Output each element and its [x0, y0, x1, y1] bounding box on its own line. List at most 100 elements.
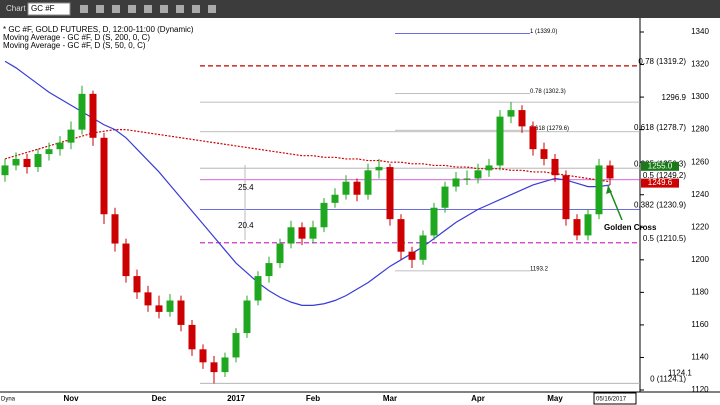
inner-fib-label: 0.618 (1279.6) — [530, 126, 569, 132]
candle-body — [155, 305, 163, 312]
candle-body — [23, 158, 31, 168]
date-box — [593, 392, 637, 405]
candle-body — [397, 219, 405, 252]
y-tick-label: 1340 — [691, 27, 709, 36]
candle-body — [485, 165, 493, 171]
candle-body — [133, 276, 141, 293]
candle-body — [573, 219, 581, 236]
x-tick-label: Dec — [152, 394, 167, 403]
candle-body — [463, 178, 471, 180]
y-tick-label: 1260 — [691, 157, 709, 166]
price-label: 1255.0 — [648, 161, 673, 170]
fib-label: 0 (1124.1) — [650, 374, 686, 383]
symbol-input[interactable] — [27, 2, 71, 16]
candle-body — [34, 154, 42, 168]
candle-body — [243, 300, 251, 334]
candle-body — [606, 165, 614, 179]
candle-body — [56, 142, 64, 150]
x-tick-label: Feb — [306, 394, 320, 403]
candle-body — [342, 181, 350, 195]
candle-body — [551, 158, 559, 176]
fib-label: 0.618 (1278.7) — [634, 123, 686, 132]
candle-body — [386, 167, 394, 220]
candle-body — [78, 93, 86, 130]
candle-body — [232, 333, 240, 358]
annotation: Golden Cross — [604, 223, 657, 232]
toolbar — [0, 0, 720, 18]
legend-entry: Moving Average - GC #F, D (S, 50, 0, C) — [3, 41, 146, 50]
candle-body — [276, 243, 284, 264]
symbol-text[interactable]: GC #F — [31, 4, 55, 13]
annotation: 25.4 — [238, 183, 254, 192]
candle-body — [100, 137, 108, 215]
fib-label: 0.5 (1249.2) — [643, 171, 686, 180]
candle-body — [419, 235, 427, 260]
candle-body — [188, 324, 196, 350]
candle-body — [111, 214, 119, 244]
x-tick-label: Apr — [471, 394, 485, 403]
candle-body — [67, 129, 75, 143]
price-box — [641, 178, 679, 188]
candle-body — [441, 186, 449, 208]
candle-body — [331, 194, 339, 203]
candle-body — [375, 167, 383, 171]
candle-body — [254, 276, 262, 301]
fib-label: 1296.9 — [662, 93, 687, 102]
candle-body — [452, 178, 460, 187]
toolbar-icons — [80, 5, 216, 13]
candle-body — [320, 202, 328, 228]
candle-body — [507, 110, 515, 117]
fib-label: 0.382 (1230.9) — [634, 201, 686, 210]
inner-fib-label: 0.78 (1302.3) — [530, 89, 566, 95]
candle-body — [518, 110, 526, 127]
y-tick-label: 1240 — [691, 190, 709, 199]
footer-left: Dyna — [1, 397, 16, 403]
candle-body — [12, 158, 20, 166]
candle-body — [562, 175, 570, 220]
candle-body — [529, 126, 537, 150]
y-tick-label: 1180 — [691, 287, 709, 296]
candle-body — [122, 243, 130, 277]
candle-body — [89, 93, 97, 138]
candle-body — [496, 116, 504, 166]
y-tick-label: 1160 — [691, 320, 709, 329]
candle-body — [177, 300, 185, 325]
chart-title: * GC #F, GOLD FUTURES, D, 12:00-11:00 (D… — [3, 25, 194, 34]
y-tick-label: 1220 — [691, 222, 709, 231]
x-tick-label: Nov — [63, 394, 79, 403]
y-tick-label: 1320 — [691, 60, 709, 69]
x-tick-label: 2017 — [227, 394, 245, 403]
candle-body — [408, 251, 416, 260]
inner-fib-label: 1193.2 — [530, 266, 549, 272]
candle-body — [353, 181, 361, 195]
inner-fib-label: 1 (1339.0) — [530, 29, 557, 35]
annotation: 1124.1 — [668, 368, 692, 377]
y-tick-label: 1120 — [691, 385, 709, 394]
toolbar-title: Chart — [6, 4, 26, 13]
footer-date: 05/16/2017 — [596, 397, 627, 403]
candle-body — [210, 362, 218, 373]
y-tick-label: 1280 — [691, 125, 709, 134]
x-tick-label: May — [547, 394, 563, 403]
y-tick-label: 1200 — [691, 255, 709, 264]
candle-body — [595, 165, 603, 215]
candle-body — [474, 170, 482, 179]
candle-body — [1, 165, 9, 176]
candle-body — [287, 227, 295, 244]
candle-body — [45, 149, 53, 155]
price-label: 1249.6 — [648, 178, 673, 187]
annotation: 20.4 — [238, 221, 254, 230]
legend-entry: Moving Average - GC #F, D (S, 200, 0, C) — [3, 33, 150, 42]
price-box — [641, 161, 679, 171]
candle-body — [364, 170, 372, 195]
candle-body — [166, 300, 174, 312]
moving-average — [4, 60, 611, 306]
fib-label: 0.5 (1210.5) — [643, 234, 686, 243]
candle-body — [265, 263, 273, 277]
candle-body — [309, 227, 317, 239]
fib-label: 0.78 (1319.2) — [638, 57, 686, 66]
candle-body — [584, 214, 592, 236]
candle-body — [144, 292, 152, 306]
candle-body — [540, 149, 548, 159]
